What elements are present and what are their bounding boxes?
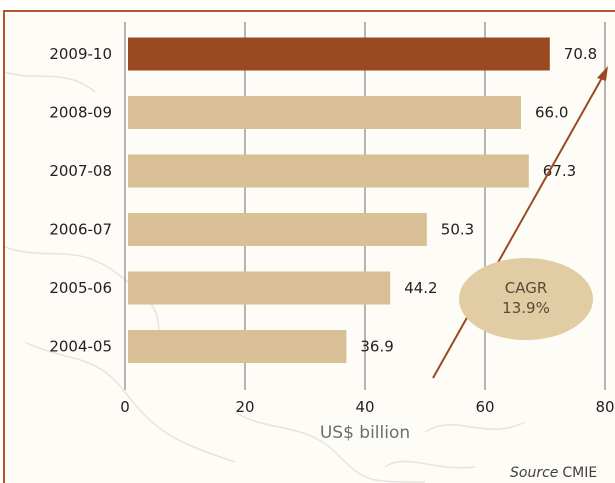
bar — [128, 37, 550, 71]
tick-label: 80 — [595, 398, 614, 416]
source-note: Source CMIE — [510, 465, 597, 481]
map-line — [5, 246, 160, 353]
x-axis-title: US$ billion — [320, 423, 410, 443]
category-label: 2004-05 — [49, 338, 112, 356]
bar — [128, 154, 529, 188]
category-label: 2006-07 — [49, 221, 112, 239]
cagr-arrow — [432, 66, 608, 379]
tick-label: 20 — [235, 398, 254, 416]
x-tick-labels: 0 20 40 60 80 — [120, 398, 614, 416]
value-labels: 70.8 66.0 67.3 50.3 44.2 36.9 — [360, 45, 597, 356]
tick-label: 60 — [475, 398, 494, 416]
bars — [128, 37, 550, 363]
value-label: 66.0 — [535, 104, 568, 122]
map-line — [24, 341, 236, 463]
category-label: 2005-06 — [49, 279, 112, 297]
map-line — [384, 460, 476, 469]
chart-frame: 2009-10 2008-09 2007-08 2006-07 2005-06 2004-… — [3, 10, 615, 483]
cagr-value: 13.9% — [502, 299, 550, 317]
bar — [128, 213, 427, 246]
source-label: Source — [510, 465, 558, 481]
category-label: 2009-10 — [49, 45, 112, 63]
tick-label: 40 — [355, 398, 374, 416]
value-label: 36.9 — [360, 338, 393, 356]
source-value: CMIE — [562, 465, 597, 481]
category-labels: 2009-10 2008-09 2007-08 2006-07 2005-06 2004-… — [49, 45, 112, 356]
value-label: 67.3 — [543, 162, 576, 180]
cagr-annotation: CAGR 13.9% — [459, 258, 593, 340]
tick-label: 0 — [120, 398, 130, 416]
cagr-label: CAGR — [505, 279, 548, 297]
cagr-ellipse — [459, 258, 593, 340]
bar — [128, 96, 521, 129]
category-label: 2007-08 — [49, 162, 112, 180]
map-line — [5, 71, 96, 93]
value-label: 44.2 — [404, 279, 437, 297]
value-label: 70.8 — [564, 45, 597, 63]
bar-chart: 2009-10 2008-09 2007-08 2006-07 2005-06 2004-… — [5, 22, 615, 483]
map-line — [234, 411, 426, 483]
bar — [128, 330, 347, 363]
map-line — [424, 421, 526, 433]
bar — [128, 271, 391, 305]
arrow-shaft — [432, 75, 604, 379]
category-label: 2008-09 — [49, 104, 112, 122]
value-label: 50.3 — [441, 221, 474, 239]
arrow-head — [597, 66, 608, 81]
background-map-lines — [5, 71, 526, 483]
